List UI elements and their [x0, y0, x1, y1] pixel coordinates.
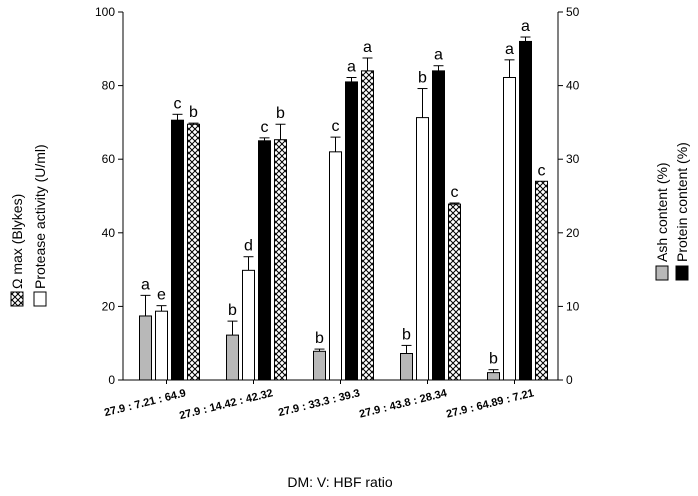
right-axis-ticks: 0 10 20 30 40 50 — [558, 5, 580, 387]
bar-3-3 — [448, 203, 461, 381]
right-tick-label-0: 0 — [566, 373, 573, 387]
bar-3-0 — [187, 123, 200, 381]
legend-key-omega: Ω max (Blykes) — [9, 194, 25, 307]
bar-2-0 — [171, 119, 184, 381]
left-axis-title: Protease activity (U/ml) Ω max (Blykes) — [9, 144, 48, 307]
right-tick-label-2: 20 — [566, 226, 580, 240]
bar-0-2 — [313, 350, 326, 381]
sig-letter-2-4: a — [521, 18, 530, 35]
right-tick-label-1: 10 — [566, 299, 580, 313]
x-axis-title: DM: V: HBF ratio — [287, 474, 392, 490]
sig-letter-3-4: c — [538, 162, 546, 179]
sig-letter-1-2: c — [332, 118, 340, 135]
bar-2-4 — [519, 40, 532, 381]
right-tick-label-5: 50 — [566, 5, 580, 19]
legend-key-ash: Ash content (%) — [654, 162, 670, 281]
protein-axis-label: Protein content (%) — [674, 142, 690, 262]
left-tick-label-0: 0 — [108, 373, 115, 387]
bar-0-3 — [400, 353, 413, 381]
bar-1-1 — [242, 269, 255, 381]
bar-1-3 — [416, 117, 429, 381]
sig-letter-3-3: c — [451, 184, 459, 201]
sig-letter-0-0: a — [141, 276, 150, 293]
category-label-2: 27.9 : 33.3 : 39.3 — [277, 387, 361, 419]
sig-letter-2-0: c — [174, 95, 182, 112]
bar-0-4 — [487, 372, 500, 381]
left-tick-label-5: 100 — [95, 5, 115, 19]
sig-letter-3-1: b — [276, 105, 285, 122]
sig-letter-3-0: b — [189, 104, 198, 121]
sig-letter-1-4: a — [505, 41, 514, 58]
sig-letter-0-4: b — [489, 351, 498, 368]
category-label-0: 27.9 : 7.21 : 64.9 — [103, 387, 187, 419]
category-label-1: 27.9 : 14.42 : 42.32 — [178, 387, 274, 422]
omega-axis-label: Ω max (Blykes) — [9, 194, 25, 289]
category-labels: 27.9 : 7.21 : 64.927.9 : 14.42 : 42.32 27… — [103, 380, 535, 422]
left-tick-label-2: 40 — [102, 226, 116, 240]
legend-key-protease: Protease activity (U/ml) — [32, 144, 48, 307]
bar-0-1 — [226, 334, 239, 381]
sig-letter-2-3: a — [434, 47, 443, 64]
protease-axis-label: Protease activity (U/ml) — [32, 144, 48, 289]
left-axis-ticks: 0 20 40 60 80 100 — [95, 5, 123, 387]
protease-swatch — [33, 291, 47, 307]
left-tick-label-3: 60 — [102, 152, 116, 166]
sig-letter-0-2: b — [315, 330, 324, 347]
sig-letter-0-3: b — [402, 326, 411, 343]
sig-letter-3-2: a — [363, 39, 372, 56]
bar-3-2 — [361, 70, 374, 381]
right-tick-label-3: 30 — [566, 152, 580, 166]
sig-letter-1-1: d — [244, 238, 253, 255]
bar-2-3 — [432, 70, 445, 381]
bar-3-4 — [535, 180, 548, 381]
bar-1-0 — [155, 310, 168, 381]
sig-letter-1-3: b — [418, 70, 427, 87]
sig-letter-1-0: e — [157, 287, 166, 304]
ash-axis-label: Ash content (%) — [654, 162, 670, 262]
ash-swatch — [655, 265, 669, 281]
protein-swatch — [675, 265, 689, 281]
bar-0-0 — [139, 315, 152, 381]
category-label-4: 27.9 : 64.89 : 7.21 — [445, 387, 535, 420]
bar-1-4 — [503, 77, 516, 381]
sig-letter-2-2: a — [347, 59, 356, 76]
sig-letter-0-1: b — [228, 302, 237, 319]
legend-key-protein: Protein content (%) — [674, 142, 690, 281]
left-tick-label-4: 80 — [102, 79, 116, 93]
left-tick-label-1: 20 — [102, 299, 116, 313]
bar-2-2 — [345, 81, 358, 381]
omega-swatch — [10, 291, 24, 307]
category-label-3: 27.9 : 43.8 : 28.34 — [358, 387, 449, 421]
bar-1-2 — [329, 151, 342, 381]
bar-2-1 — [258, 140, 271, 381]
sig-letter-2-1: c — [261, 119, 269, 136]
right-axis-title: Ash content (%) Protein content (%) — [654, 142, 690, 281]
bar-3-1 — [274, 139, 287, 381]
right-tick-label-4: 40 — [566, 79, 580, 93]
